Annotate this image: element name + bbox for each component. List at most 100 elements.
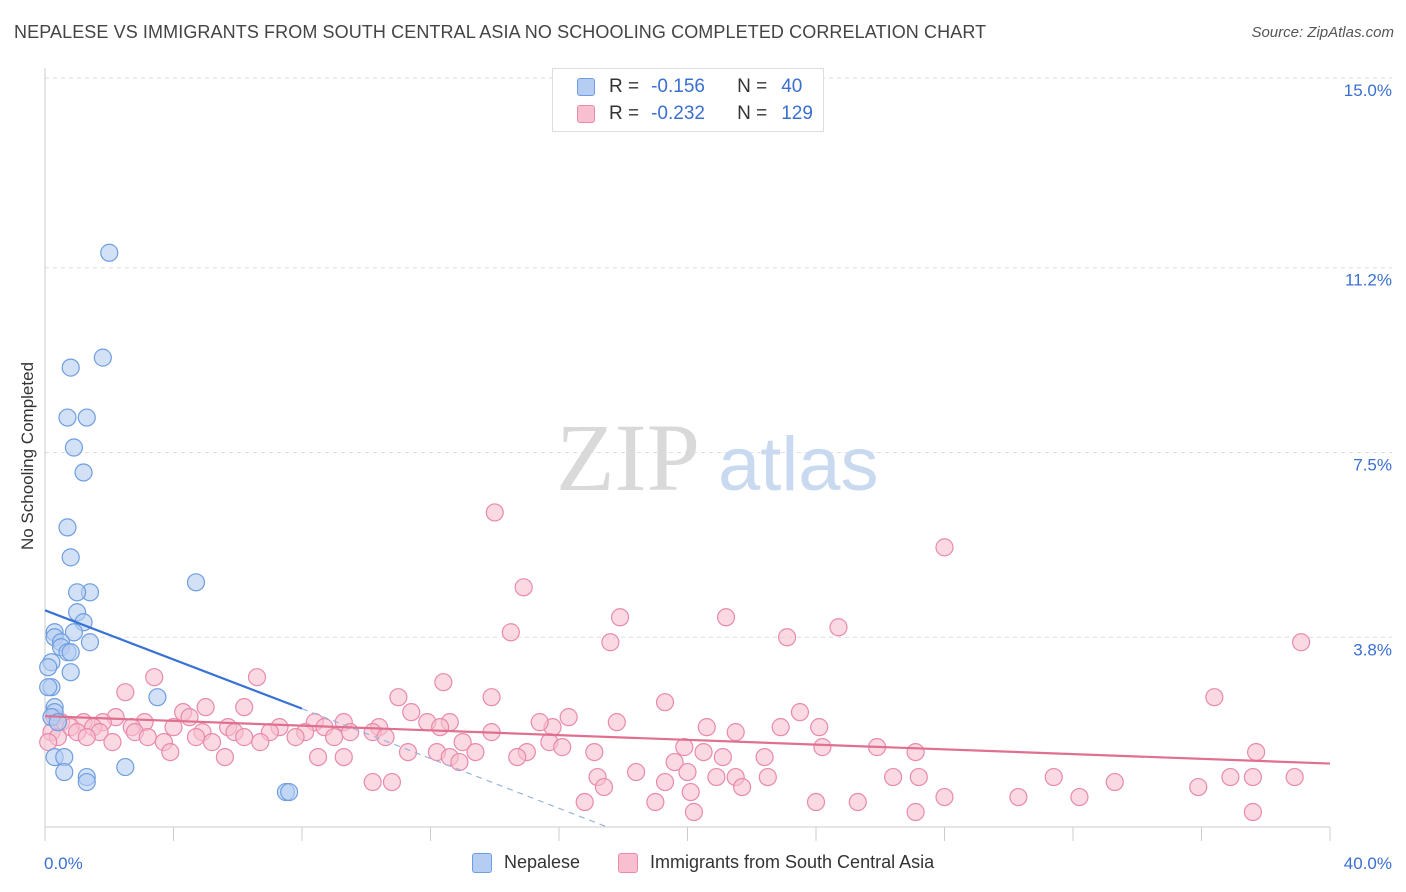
source-credit: Source: ZipAtlas.com [1251, 24, 1394, 41]
nepalese-point [61, 643, 80, 662]
immigrants-point [530, 713, 549, 732]
legend-row-nepalese: R = -0.156 N = 40 [577, 75, 802, 99]
n-value: 40 [781, 76, 803, 97]
immigrants-point [697, 718, 716, 737]
immigrants-point [363, 772, 382, 792]
immigrants-point [434, 673, 453, 692]
nepalese-trend-line [44, 609, 303, 710]
immigrants-point [1070, 787, 1089, 807]
series-name: Immigrants from South Central Asia [650, 852, 935, 872]
immigrants-point [508, 747, 527, 767]
immigrants-point [180, 708, 199, 727]
nepalese-point [68, 583, 87, 602]
immigrants-point [77, 728, 96, 747]
immigrants-point [678, 762, 697, 782]
chart-title: NEPALESE VS IMMIGRANTS FROM SOUTH CENTRA… [14, 22, 987, 42]
immigrants-point [777, 628, 797, 647]
immigrants-point [726, 723, 745, 742]
immigrants-point [1105, 772, 1124, 792]
immigrants-point [601, 633, 620, 652]
immigrants-point [848, 792, 867, 812]
stats-legend: R = -0.156 N = 40 R = -0.232 N = 129 [552, 68, 824, 132]
immigrants-point [665, 752, 684, 772]
r-value: -0.232 [651, 103, 705, 124]
x-tick-label: 40.0% [1344, 854, 1392, 873]
immigrants-point [1009, 787, 1028, 807]
immigrants-point [196, 698, 215, 717]
n-label: N = [737, 103, 768, 124]
immigrants-point [675, 738, 694, 757]
immigrants-point [681, 782, 700, 802]
immigrants-point [116, 683, 135, 702]
immigrants-point [883, 767, 903, 787]
nepalese-point [77, 408, 96, 427]
immigrants-point [1189, 777, 1208, 797]
immigrants-point [813, 738, 832, 757]
nepalese-point [61, 663, 80, 682]
immigrants-point [684, 802, 704, 822]
y-tick-label: 3.8% [1353, 640, 1392, 659]
immigrants-point [806, 792, 826, 812]
immigrants-point [935, 787, 954, 807]
immigrants-point [790, 703, 810, 722]
legend-row-immigrants: R = -0.232 N = 129 [577, 102, 813, 126]
nepalese-point [61, 548, 80, 567]
immigrants-point [325, 728, 344, 747]
immigrants-point [906, 742, 925, 762]
nepalese-point [58, 518, 77, 537]
y-tick-label: 7.5% [1353, 456, 1392, 475]
watermark-zip: ZIP [556, 404, 700, 511]
immigrants-point [935, 538, 954, 557]
immigrants-point [909, 767, 928, 787]
immigrants-point [1291, 633, 1311, 652]
immigrants-point [1205, 688, 1224, 707]
immigrants-point [594, 777, 614, 797]
immigrants-point [514, 578, 533, 597]
immigrants-point [694, 742, 713, 762]
immigrants-point [145, 668, 164, 687]
immigrants-point [771, 718, 790, 737]
immigrants-point [247, 668, 267, 687]
grid-layer [45, 77, 1392, 638]
immigrants-point [1044, 767, 1063, 787]
immigrants-trend-line [44, 715, 1331, 765]
immigrants-point [485, 503, 504, 522]
immigrants-point [755, 747, 774, 767]
y-axis-label: No Schooling Completed [18, 361, 37, 551]
immigrants-point [1243, 767, 1263, 787]
axes-layer [44, 68, 1331, 841]
immigrants-swatch [577, 105, 595, 123]
immigrants-point [810, 718, 829, 737]
immigrants-point [575, 792, 594, 812]
nepalese-point [74, 463, 93, 482]
nepalese-swatch [472, 852, 492, 873]
n-value: 129 [781, 103, 813, 124]
watermark: ZIP atlas [556, 404, 879, 511]
immigrants-point [39, 733, 58, 752]
nepalese-point [186, 573, 206, 592]
immigrants-swatch [618, 852, 638, 873]
nepalese-point [80, 633, 100, 652]
immigrants-point [398, 742, 418, 762]
immigrants-point [829, 618, 848, 637]
immigrants-point [334, 747, 353, 767]
immigrants-point [501, 623, 520, 642]
immigrants-point [610, 608, 630, 627]
nepalese-point [64, 623, 84, 642]
immigrants-point [453, 733, 472, 752]
immigrants-point [382, 772, 402, 792]
nepalese-point [100, 243, 119, 262]
x-tick-label: 0.0% [44, 854, 83, 873]
series-name: Nepalese [504, 852, 581, 872]
trend-layer [44, 609, 1331, 828]
immigrants-point [1285, 767, 1304, 787]
immigrants-point [626, 762, 646, 782]
immigrants-point [1247, 742, 1266, 762]
nepalese-point [64, 438, 84, 457]
nepalese-point [77, 772, 96, 792]
nepalese-point [280, 782, 299, 802]
immigrants-point [559, 708, 578, 727]
immigrants-point [733, 777, 752, 797]
watermark-atlas: atlas [718, 422, 879, 507]
